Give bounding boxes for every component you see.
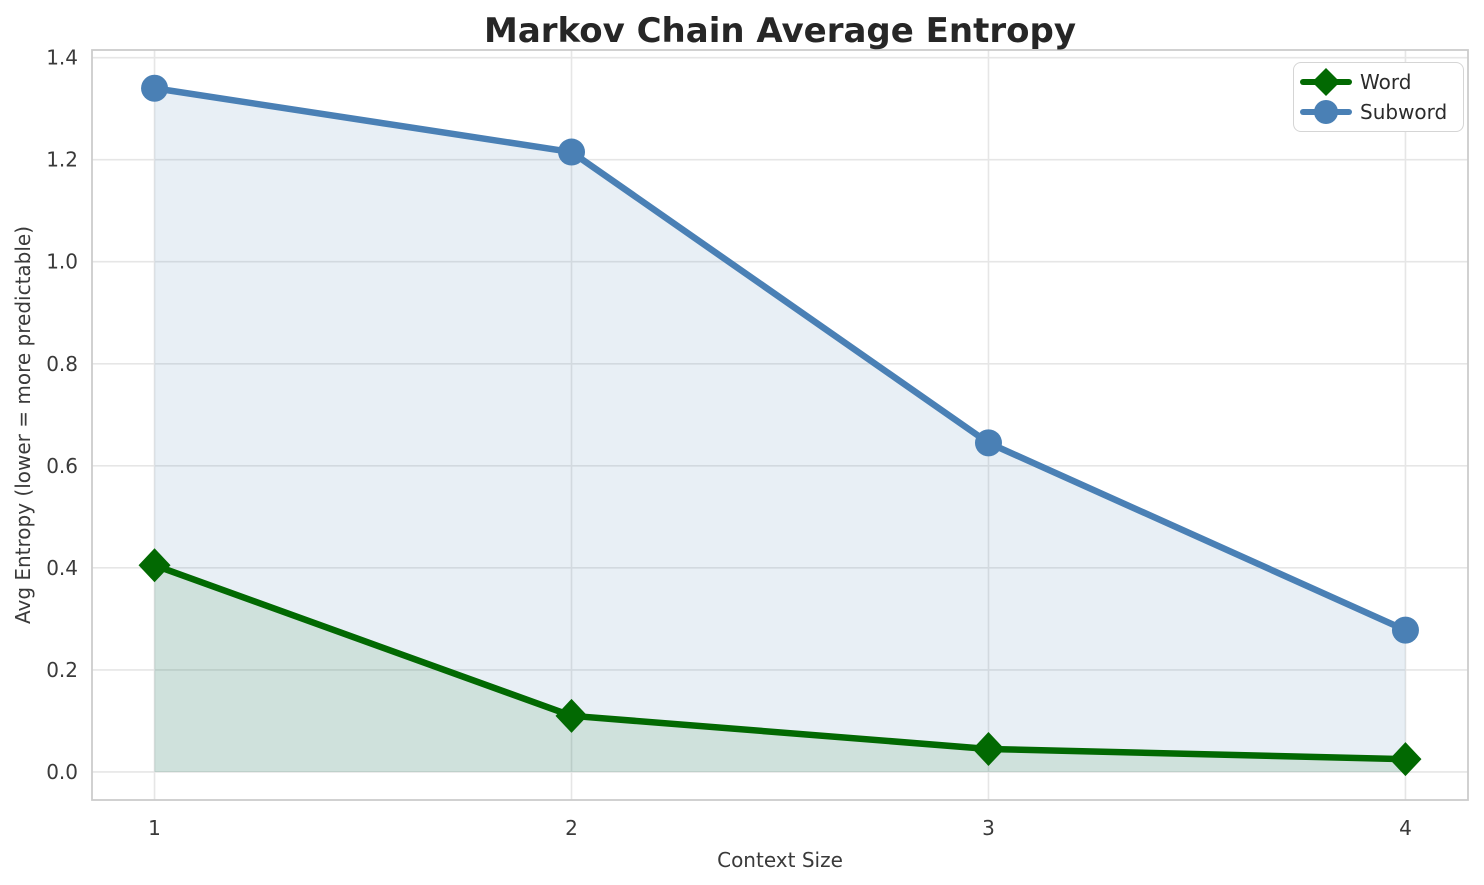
x-tick-label: 4 <box>1399 816 1412 840</box>
series-line-word <box>151 562 1409 763</box>
marker-circle-subword <box>974 429 1002 457</box>
x-tick-labels: 1 2 3 4 <box>148 816 1412 840</box>
area-fills <box>154 88 1406 772</box>
legend-label: Word <box>1360 70 1412 94</box>
marker-diamond-word <box>1389 742 1422 777</box>
y-tick-label: 0.2 <box>46 658 78 682</box>
series-lines <box>151 85 1409 763</box>
marker-circle-subword <box>558 138 586 166</box>
gridlines <box>92 50 1468 800</box>
legend-circle-icon <box>1300 100 1352 124</box>
y-axis-label: Avg Entropy (lower = more predictable) <box>11 226 35 624</box>
legend-item-subword: Subword <box>1300 97 1448 127</box>
legend: Word Subword <box>1293 62 1465 132</box>
marker-diamond-word <box>138 548 171 583</box>
y-tick-label: 0.4 <box>46 556 78 580</box>
legend-label: Subword <box>1360 100 1448 124</box>
y-tick-label: 1.2 <box>46 148 78 172</box>
legend-diamond-icon <box>1300 68 1352 96</box>
marker-diamond-word <box>555 698 588 733</box>
y-tick-labels: 0.0 0.2 0.4 0.6 0.8 1.0 1.2 1.4 <box>46 46 78 784</box>
marker-diamond-word <box>972 731 1005 766</box>
plot-border <box>91 49 1469 801</box>
area-fill-subword <box>154 88 1406 772</box>
area-fill-word <box>154 565 1406 772</box>
chart-title: Markov Chain Average Entropy <box>484 11 1076 51</box>
series-markers <box>138 74 1422 777</box>
x-axis-label: Context Size <box>717 848 843 872</box>
y-tick-label: 1.4 <box>46 46 78 70</box>
y-tick-label: 0.8 <box>46 352 78 376</box>
x-tick-label: 1 <box>148 816 161 840</box>
marker-circle-subword <box>1391 616 1419 644</box>
legend-item-word: Word <box>1300 67 1447 97</box>
y-tick-label: 1.0 <box>46 250 78 274</box>
x-tick-label: 3 <box>982 816 995 840</box>
series-line-subword <box>151 85 1409 634</box>
y-tick-label: 0.0 <box>46 760 78 784</box>
marker-circle-subword <box>141 74 169 102</box>
y-tick-label: 0.6 <box>46 454 78 478</box>
x-tick-label: 2 <box>565 816 578 840</box>
